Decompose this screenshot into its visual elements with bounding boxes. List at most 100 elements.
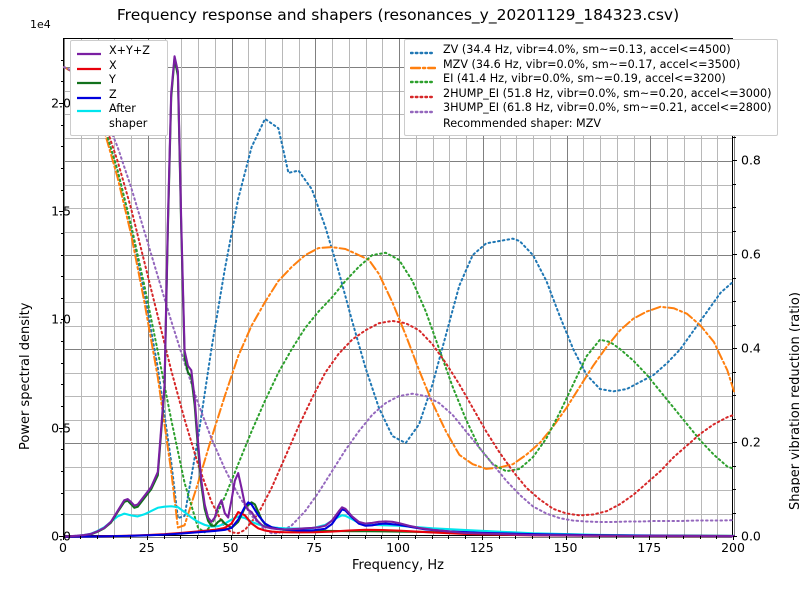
x-tick [264,536,265,539]
gridline [315,39,317,535]
legend-item-mzv[interactable]: MZV (34.6 Hz, vibr=0.0%, sm~=0.17, accel… [409,57,771,73]
gridline [265,39,266,535]
legend-item-x+y+z[interactable]: X+Y+Z [76,44,161,59]
gridline [114,39,116,535]
y-tick-right [733,254,737,256]
y-tick-right [733,489,736,491]
series-line [63,66,735,534]
x-tick [414,536,416,539]
gridline [600,39,601,535]
x-tick [515,536,517,539]
legend-label: 2HUMP_EI (51.8 Hz, vibr=0.0%, sm~=0.20, … [443,86,772,100]
x-tick [331,536,332,539]
y-tick-label-right: 0.6 [741,246,761,262]
legend-label: ZV (34.4 Hz, vibr=4.0%, sm~=0.13, accel<… [443,43,731,56]
gridline [399,39,400,535]
x-tick [247,536,249,539]
legend-swatch-icon [409,59,437,71]
chart-title: Frequency response and shapers (resonanc… [116,6,680,24]
y-tick-right [733,442,737,444]
x-tick [699,536,701,539]
legend-label: X [109,58,117,72]
x-tick [448,536,450,539]
x-tick [733,536,734,540]
y-tick-right [733,512,736,514]
x-tick-label: 125 [469,540,494,555]
y-tick-left [60,449,63,451]
chart-curves [62,55,736,538]
gridline [583,39,585,535]
gridline [64,208,732,210]
gridline [298,39,300,535]
legend-swatch-icon [76,45,102,57]
gridline [64,255,732,257]
gridline [64,372,732,374]
y-tick-left [59,536,63,537]
legend-swatch-icon [76,89,102,101]
gridline [348,39,350,535]
y-tick-label-left: 1.0 [51,311,71,327]
legend-line-sample [409,110,437,113]
x-tick [548,536,550,539]
legend-label: 3HUMP_EI (61.8 Hz, vibr=0.0%, sm~=0.21, … [443,101,772,115]
legend-swatch-icon [409,88,437,100]
x-tick [96,536,98,539]
legend-label: MZV (34.6 Hz, vibr=0.0%, sm~=0.17, accel… [443,57,741,71]
gridline [164,39,166,535]
gridline [64,278,732,280]
legend-swatch-icon [76,102,102,114]
legend-item-ei[interactable]: EI (41.4 Hz, vibr=0.0%, sm~=0.19, accel<… [409,72,771,87]
gridline [533,39,534,535]
x-tick [63,536,64,540]
gridline [566,39,568,535]
y-tick-label-left: 1.5 [51,203,71,219]
y-tick-right [733,207,736,209]
y-tick-label-right: 0.4 [741,340,761,356]
x-tick [130,536,131,539]
x-tick [682,536,684,539]
x-tick [465,536,466,539]
x-tick [381,536,383,539]
gridline [64,302,732,304]
x-tick [297,536,299,539]
legend-item-y[interactable]: Y [76,73,161,88]
y-tick-right [733,183,736,185]
y-tick-right [733,136,736,138]
legend-line-sample [409,66,437,70]
legend-item-x[interactable]: X [76,59,161,74]
x-tick-label: 75 [306,540,323,555]
y-tick-left [59,427,63,429]
x-tick [649,536,651,540]
y-axis-label-left: Power spectral density [18,302,33,450]
legend-item-3hump_ei[interactable]: 3HUMP_EI (61.8 Hz, vibr=0.0%, sm~=0.21, … [409,101,772,116]
y-tick-left [60,189,63,191]
legend-label: Y [109,73,116,87]
y-tick-label-right: 0.0 [741,528,761,544]
legend-item-zv[interactable]: ZV (34.4 Hz, vibr=4.0%, sm~=0.13, accel<… [409,43,771,58]
legend-swatch-icon [76,60,102,72]
gridline [64,231,732,233]
series-line [63,66,735,535]
gridline [683,39,685,535]
legend-item-2hump_ei[interactable]: 2HUMP_EI (51.8 Hz, vibr=0.0%, sm~=0.20, … [409,86,772,102]
gridline [466,39,467,535]
gridline [432,39,434,535]
gridline [198,39,199,535]
x-tick [314,536,316,540]
gridline [64,114,732,116]
x-tick [582,536,584,539]
y-axis-offset-text: 1e4 [30,18,51,31]
x-tick [666,536,667,539]
y-tick-left [60,471,63,473]
x-tick-label: 50 [222,540,239,555]
y-tick-right [733,465,736,467]
legend-item-z[interactable]: Z [76,88,161,103]
legend-item-after-shaper[interactable]: After shaper [76,102,161,131]
y-tick-right [733,536,737,537]
x-tick [347,536,349,539]
legend-line-sample [77,67,101,70]
gridline [231,39,233,535]
gridline [482,39,484,535]
x-tick [431,536,433,539]
